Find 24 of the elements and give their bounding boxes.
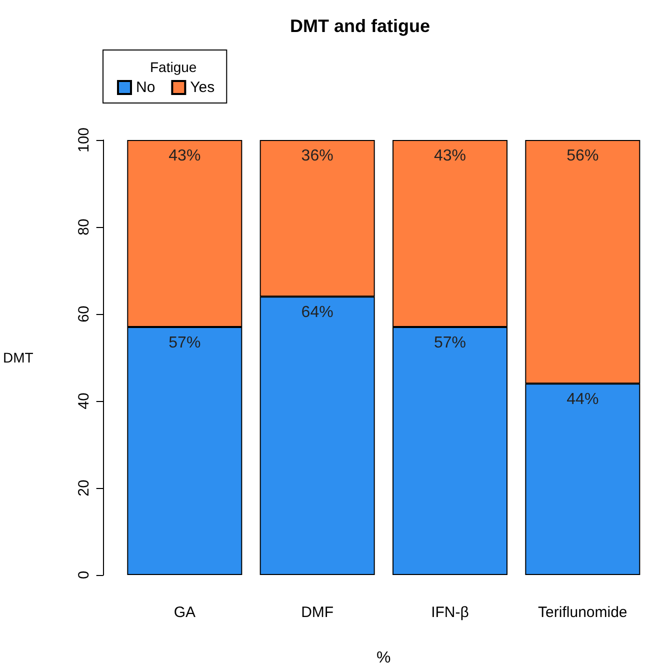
y-tick-label: 60 [75, 306, 92, 322]
x-tick-label: DMF [301, 604, 334, 621]
data-label: 57% [434, 334, 466, 352]
legend-label: Yes [190, 79, 215, 96]
y-tick-label: 80 [75, 218, 92, 236]
data-label: 57% [168, 334, 201, 352]
data-label: 36% [301, 148, 334, 164]
x-tick-label: Teriflunomide [538, 604, 628, 621]
y-tick-label: 40 [75, 392, 92, 410]
data-label: 56% [566, 148, 599, 164]
y-axis-title: DMT [2, 350, 34, 366]
data-label: 64% [301, 304, 334, 322]
y-tick-label: 20 [75, 480, 92, 496]
legend-title: Fatigue [150, 59, 197, 75]
data-label: 44% [566, 391, 599, 408]
data-label: 43% [434, 148, 466, 164]
chart-title: DMT and fatigue [290, 16, 430, 36]
x-axis-title: % [376, 650, 391, 666]
x-tick-label: IFN-β [431, 604, 470, 621]
data-label: 43% [168, 148, 201, 164]
x-tick-label: GA [174, 604, 196, 621]
y-tick-label: 0 [75, 570, 92, 580]
legend-label: No [136, 79, 156, 96]
y-tick-label: 100 [75, 127, 92, 153]
